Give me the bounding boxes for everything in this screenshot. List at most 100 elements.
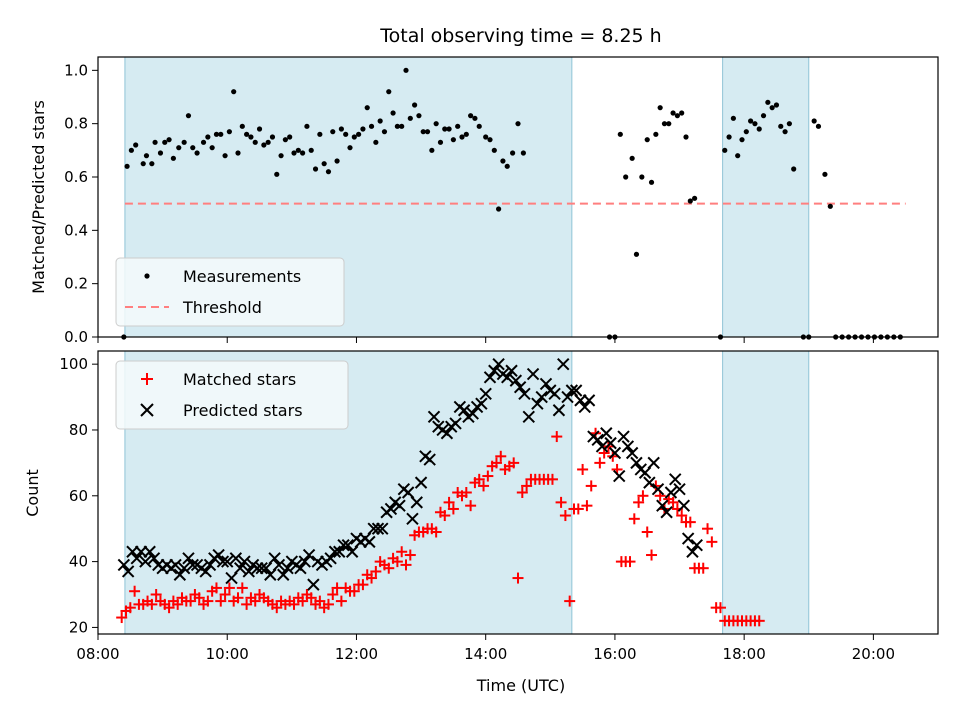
matched-point <box>129 585 141 597</box>
measurement-point <box>483 134 489 140</box>
bottom-x-tick-label: 14:00 <box>464 645 507 663</box>
measurement-point <box>235 150 241 156</box>
measurement-point <box>269 134 276 140</box>
matched-point <box>555 496 567 508</box>
top-legend-box <box>115 257 345 327</box>
measurement-point <box>162 139 168 145</box>
measurement-point <box>491 147 497 153</box>
measurement-point <box>617 131 623 137</box>
matched-point <box>490 457 502 469</box>
measurement-point <box>194 150 200 156</box>
measurement-point <box>510 150 516 156</box>
measurement-point <box>170 155 176 161</box>
measurement-point <box>226 129 232 135</box>
predicted-point <box>423 453 436 466</box>
matched-point <box>241 598 253 610</box>
predicted-point <box>669 473 682 486</box>
matched-point <box>366 572 378 584</box>
measurement-point <box>446 126 452 132</box>
predicted-point <box>483 371 497 384</box>
measurement-point <box>124 163 130 169</box>
measurement-point <box>661 121 668 127</box>
predicted-point <box>535 390 548 404</box>
matched-point <box>516 487 528 498</box>
measurement-point <box>786 121 792 127</box>
predicted-point <box>505 364 518 377</box>
measurement-point <box>648 179 655 185</box>
predicted-point <box>604 436 617 450</box>
predicted-point <box>376 522 389 535</box>
measurement-point <box>368 123 375 129</box>
matched-point <box>585 480 597 492</box>
predicted-point <box>277 568 290 581</box>
measurement-point <box>338 126 344 132</box>
predicted-point <box>492 357 505 371</box>
predicted-point <box>457 404 471 417</box>
measurement-point <box>773 102 780 108</box>
predicted-point <box>130 552 143 565</box>
bottom-x-axis: 08:00 10:00 12:00 14:00 16:00 18:00 20:00 <box>76 634 895 663</box>
matched-point <box>116 612 128 624</box>
measurement-point <box>743 129 749 135</box>
measurement-point <box>200 139 207 145</box>
matched-point <box>202 595 214 607</box>
matched-point <box>348 585 360 597</box>
measurement-point <box>822 171 828 177</box>
bottom-y-tick-label: 100 <box>59 355 88 373</box>
matched-point <box>443 496 455 508</box>
measurement-point <box>300 150 306 156</box>
measurement-point <box>287 134 293 140</box>
measurement-point <box>222 153 228 159</box>
predicted-point <box>281 561 294 575</box>
predicted-point <box>139 555 152 568</box>
predicted-point <box>255 561 268 575</box>
matched-point <box>714 602 726 614</box>
measurement-point <box>633 251 640 257</box>
predicted-point <box>488 364 501 377</box>
legend-marker-measurements <box>144 273 150 279</box>
matched-point <box>400 559 412 571</box>
measurement-point <box>420 129 426 135</box>
measurement-point <box>666 121 672 127</box>
measurement-point <box>256 126 263 132</box>
predicted-point <box>643 476 656 489</box>
measurement-point <box>399 123 405 129</box>
measurement-point <box>674 113 680 119</box>
matched-point <box>271 602 283 614</box>
measurement-point <box>629 155 635 161</box>
bottom-legend: Matched stars Predicted stars <box>115 360 349 430</box>
predicted-point <box>539 377 553 391</box>
predicted-point <box>410 496 423 509</box>
measurement-point <box>459 134 465 140</box>
predicted-point <box>294 561 307 575</box>
predicted-stars-series <box>117 357 703 591</box>
measurement-point <box>496 206 502 212</box>
measurement-point <box>128 147 134 153</box>
measurement-point <box>140 161 146 167</box>
measurement-point <box>364 105 370 111</box>
predicted-point <box>449 417 462 430</box>
predicted-point <box>333 545 346 558</box>
predicted-point <box>621 440 635 453</box>
matched-point <box>702 523 714 535</box>
matched-point <box>223 582 235 594</box>
matched-point <box>641 526 653 538</box>
measurement-point <box>760 113 767 119</box>
measurement-point <box>265 139 271 145</box>
measurement-point <box>811 118 817 124</box>
top-y-tick-label: 1.0 <box>64 61 88 79</box>
matched-point <box>546 473 558 485</box>
matched-point <box>594 457 606 469</box>
measurement-point <box>487 137 493 143</box>
measurement-point <box>304 123 310 129</box>
predicted-point <box>656 499 669 512</box>
bottom-plot-frame <box>97 350 939 635</box>
predicted-point <box>651 483 665 496</box>
matched-stars-series <box>116 427 765 627</box>
measurement-point <box>752 121 758 127</box>
predicted-point <box>552 404 566 417</box>
measurement-point <box>282 137 288 143</box>
top-y-tick-label: 0.8 <box>64 115 88 133</box>
chart-title: Total observing time = 8.25 h <box>379 25 661 47</box>
bottom-y-axis: 20 40 60 80 100 <box>59 355 98 636</box>
